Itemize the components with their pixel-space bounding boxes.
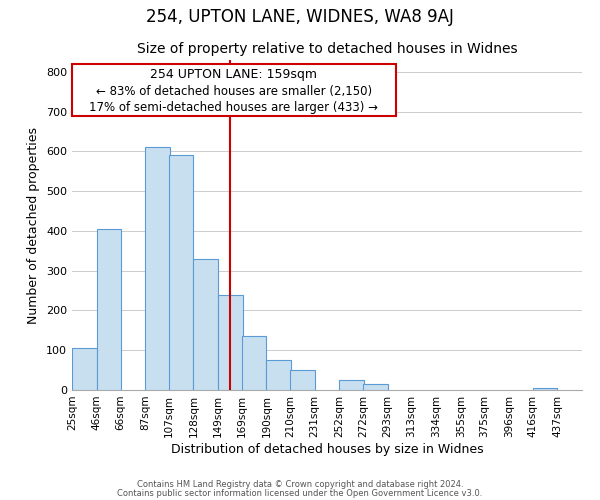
Bar (145, 148, 170, 390)
X-axis label: Distribution of detached houses by size in Widnes: Distribution of detached houses by size … (170, 442, 484, 456)
Bar (72, 64, 396, 116)
Bar (266, 360, 291, 390)
Bar (533, 388, 557, 390)
Bar (218, 294, 243, 390)
Text: ← 83% of detached houses are smaller (2,150): ← 83% of detached houses are smaller (2,… (96, 84, 372, 98)
Text: 254 UPTON LANE: 159sqm: 254 UPTON LANE: 159sqm (151, 68, 317, 81)
Text: 17% of semi-detached houses are larger (433) →: 17% of semi-detached houses are larger (… (89, 102, 379, 114)
Bar (290, 370, 314, 390)
Text: 254, UPTON LANE, WIDNES, WA8 9AJ: 254, UPTON LANE, WIDNES, WA8 9AJ (146, 8, 454, 26)
Title: Size of property relative to detached houses in Widnes: Size of property relative to detached ho… (137, 42, 517, 56)
Bar (193, 259, 218, 390)
Bar (242, 336, 266, 390)
Y-axis label: Number of detached properties: Number of detached properties (28, 126, 40, 324)
Bar (340, 380, 364, 390)
Bar (72, 348, 97, 390)
Text: Contains public sector information licensed under the Open Government Licence v3: Contains public sector information licen… (118, 489, 482, 498)
Bar (363, 384, 388, 390)
Text: Contains HM Land Registry data © Crown copyright and database right 2024.: Contains HM Land Registry data © Crown c… (137, 480, 463, 489)
Bar (169, 156, 193, 390)
Bar (97, 229, 121, 390)
